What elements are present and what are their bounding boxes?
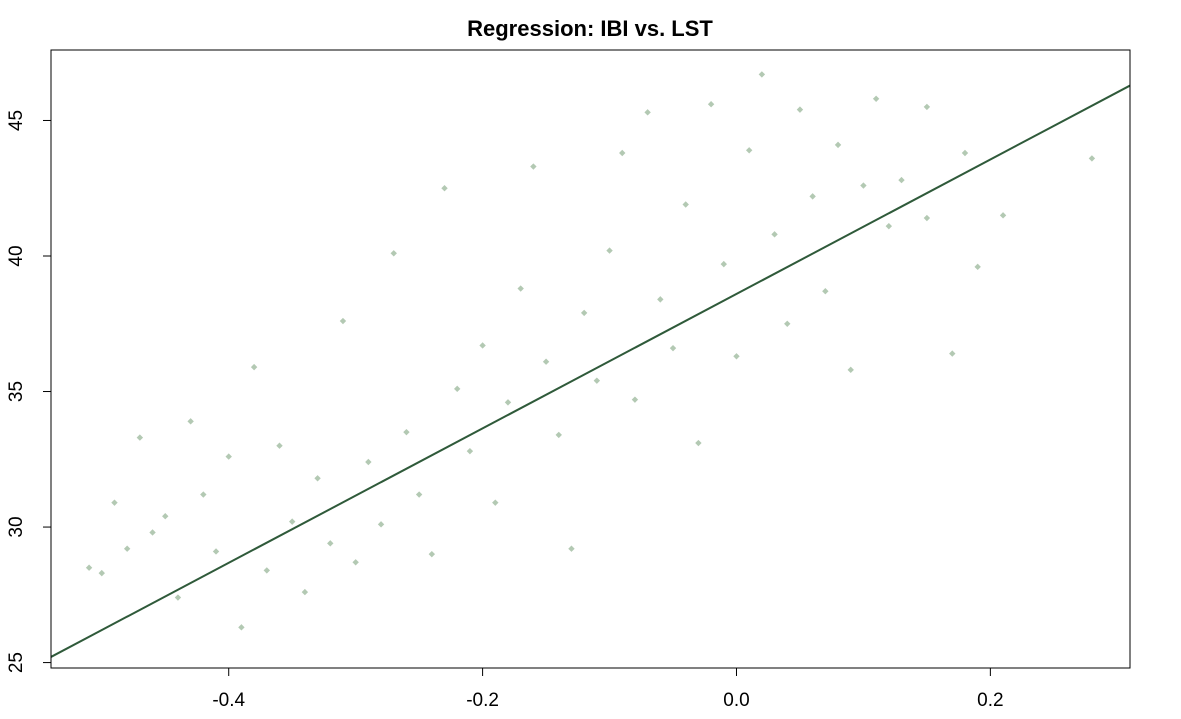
y-axis: 25 30 35 40 45 xyxy=(6,110,51,673)
data-point xyxy=(454,385,461,393)
data-point xyxy=(872,95,880,102)
data-point xyxy=(85,564,93,571)
data-point xyxy=(898,176,905,184)
data-point xyxy=(619,149,626,157)
data-point xyxy=(377,521,385,528)
data-point xyxy=(288,518,296,525)
data-point xyxy=(365,458,372,466)
data-point xyxy=(961,149,969,157)
data-point xyxy=(860,182,867,189)
x-tick-label: -0.2 xyxy=(466,690,499,711)
data-point xyxy=(949,350,956,357)
data-point xyxy=(542,358,550,365)
data-point xyxy=(212,548,220,555)
data-point xyxy=(187,418,194,425)
data-point xyxy=(809,193,816,200)
data-point xyxy=(162,513,169,520)
plot-frame xyxy=(50,49,1131,669)
y-tick-label: 40 xyxy=(6,245,27,266)
data-point xyxy=(466,447,474,455)
data-point xyxy=(263,567,270,574)
data-point xyxy=(555,431,562,439)
x-tick-label: 0.0 xyxy=(723,690,749,711)
x-axis: -0.4 -0.2 0.0 0.2 xyxy=(212,668,1004,711)
data-point xyxy=(644,109,651,116)
data-point xyxy=(250,363,258,371)
regression-line xyxy=(50,84,1131,658)
data-point xyxy=(606,247,613,254)
data-point xyxy=(314,475,321,482)
data-point xyxy=(593,377,601,384)
data-point xyxy=(403,428,410,436)
data-point xyxy=(771,231,778,238)
data-point xyxy=(682,201,689,208)
data-point xyxy=(796,106,804,113)
data-point xyxy=(200,491,207,498)
data-point xyxy=(492,499,499,506)
x-tick-label: -0.4 xyxy=(212,690,245,711)
data-point xyxy=(98,569,105,577)
data-point xyxy=(669,344,677,352)
data-point xyxy=(822,288,829,295)
data-point xyxy=(225,453,232,460)
data-point xyxy=(580,309,588,317)
y-tick-label: 30 xyxy=(6,516,27,537)
data-point xyxy=(974,263,981,271)
data-point xyxy=(733,353,740,360)
data-point xyxy=(479,342,486,349)
data-point xyxy=(707,101,715,108)
data-point xyxy=(631,396,639,403)
data-point xyxy=(504,399,512,406)
data-point xyxy=(149,529,156,536)
data-point xyxy=(428,550,436,558)
data-point xyxy=(784,320,791,327)
data-point xyxy=(847,366,854,374)
data-point xyxy=(745,147,753,154)
chart-title: Regression: IBI vs. LST xyxy=(467,16,713,41)
y-tick-label: 25 xyxy=(6,652,27,673)
data-point xyxy=(441,185,448,192)
data-point xyxy=(123,545,131,552)
data-point xyxy=(923,103,931,111)
y-tick-label: 35 xyxy=(6,381,27,402)
data-point xyxy=(517,285,524,292)
data-point xyxy=(1088,155,1096,162)
data-point xyxy=(111,499,118,506)
data-point xyxy=(276,442,283,449)
data-point xyxy=(720,260,727,268)
data-point xyxy=(695,439,702,447)
data-point xyxy=(758,71,766,78)
data-point xyxy=(339,317,347,325)
data-point xyxy=(301,588,309,596)
data-point xyxy=(834,141,842,149)
data-points xyxy=(85,71,1096,631)
data-point xyxy=(568,545,575,552)
data-point xyxy=(238,624,245,631)
data-point xyxy=(390,250,397,257)
data-point xyxy=(923,214,931,222)
data-point xyxy=(136,434,144,441)
y-tick-label: 45 xyxy=(6,110,27,131)
x-tick-label: 0.2 xyxy=(977,690,1003,711)
data-point xyxy=(352,559,359,566)
data-point xyxy=(657,296,664,303)
data-point xyxy=(885,222,893,230)
data-point xyxy=(530,163,537,170)
data-point xyxy=(415,491,423,498)
data-point xyxy=(327,540,334,547)
data-point xyxy=(174,594,182,601)
data-point xyxy=(999,212,1007,219)
